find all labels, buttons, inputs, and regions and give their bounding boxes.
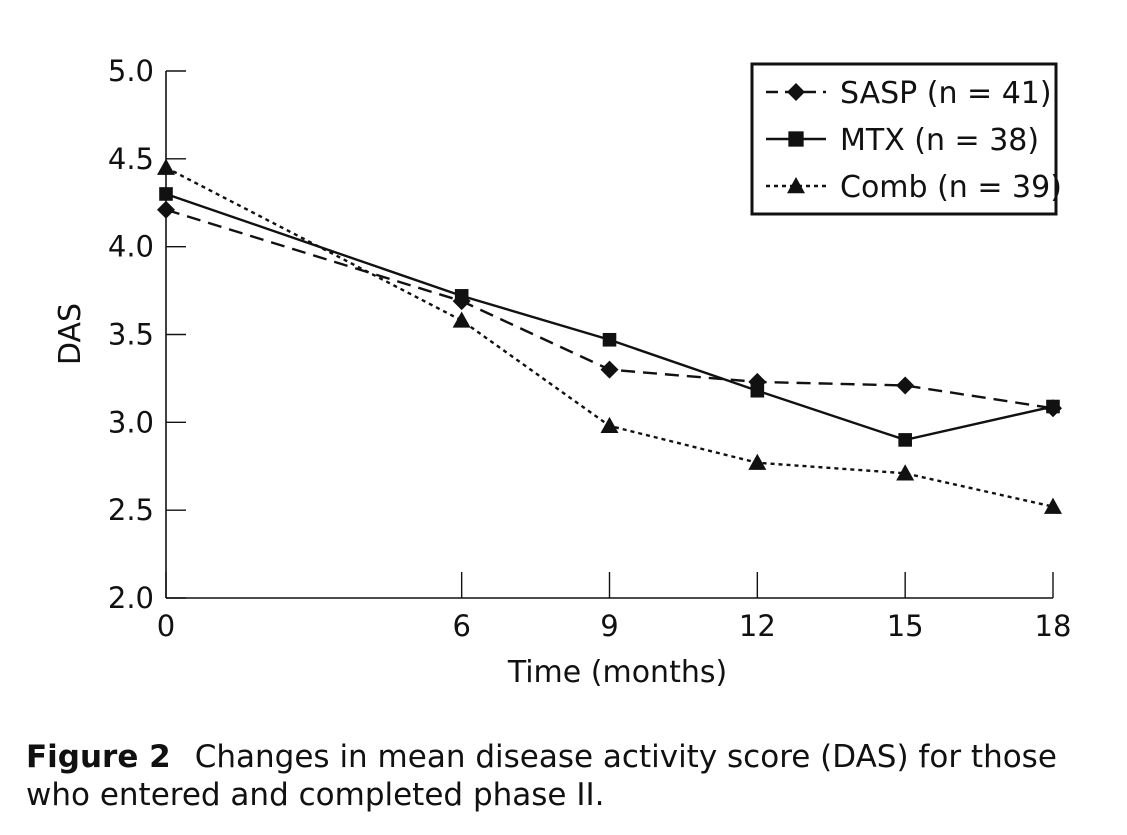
x-tick-label: 0 (157, 609, 175, 643)
y-tick-label: 4.0 (108, 230, 154, 264)
data-point-square (1046, 399, 1060, 414)
data-point-triangle (896, 464, 915, 481)
data-point-diamond (157, 200, 175, 219)
legend-label: Comb (n = 39) (840, 170, 1062, 205)
series-square (159, 187, 1060, 447)
x-tick-label: 12 (739, 609, 776, 643)
y-tick-label: 3.0 (108, 405, 154, 439)
legend-marker-square (788, 131, 804, 147)
axes: 2.0 2.5 3.0 3.5 4.0 4.5 5.0 0 6 9 12 15 18 Time (mont… (53, 54, 1071, 690)
data-point-triangle (748, 453, 767, 470)
data-point-diamond (896, 376, 915, 395)
caption-text: Changes in mean disease activity score (… (26, 739, 1057, 813)
y-tick-label: 3.5 (108, 318, 154, 352)
data-point-square (602, 332, 617, 347)
series-diamond (157, 200, 1062, 418)
data-point-square (159, 187, 173, 201)
figure-caption: Figure 2 Changes in mean disease activity… (26, 738, 1106, 814)
data-point-square (454, 289, 469, 303)
y-tick-label: 4.5 (108, 142, 154, 176)
x-axis-title: Time (months) (507, 655, 727, 690)
data-point-square (898, 433, 912, 447)
data-point-triangle (452, 311, 471, 328)
y-axis-title: DAS (53, 303, 88, 365)
das-line-chart: 2.0 2.5 3.0 3.5 4.0 4.5 5.0 0 6 9 12 15 18 Time (mont… (53, 54, 1071, 690)
legend-label: SASP (n = 41) (840, 76, 1052, 111)
legend-marker-triangle (787, 177, 805, 194)
y-tick-label: 5.0 (108, 54, 154, 88)
series-layer (157, 158, 1062, 514)
series-line (165, 192, 1054, 442)
x-tick-label: 9 (600, 609, 618, 643)
data-point-triangle (600, 416, 619, 434)
legend-label: MTX (n = 38) (840, 123, 1039, 158)
y-tick-label: 2.0 (108, 581, 154, 615)
x-tick-label: 15 (887, 609, 924, 643)
series-line (165, 208, 1054, 410)
x-tick-label: 18 (1035, 609, 1072, 643)
series-triangle (157, 158, 1062, 514)
data-point-triangle (157, 158, 175, 175)
y-tick-label: 2.5 (108, 493, 154, 527)
series-line (165, 166, 1054, 508)
data-point-diamond (600, 360, 619, 379)
x-tick-label: 6 (452, 609, 470, 643)
data-point-triangle (1044, 497, 1062, 514)
data-point-square (750, 383, 765, 398)
legend: SASP (n = 41) MTX (n = 38) Comb (n = 39) (750, 62, 1062, 216)
figure-label: Figure 2 (26, 739, 171, 775)
legend-marker-diamond (787, 83, 805, 101)
